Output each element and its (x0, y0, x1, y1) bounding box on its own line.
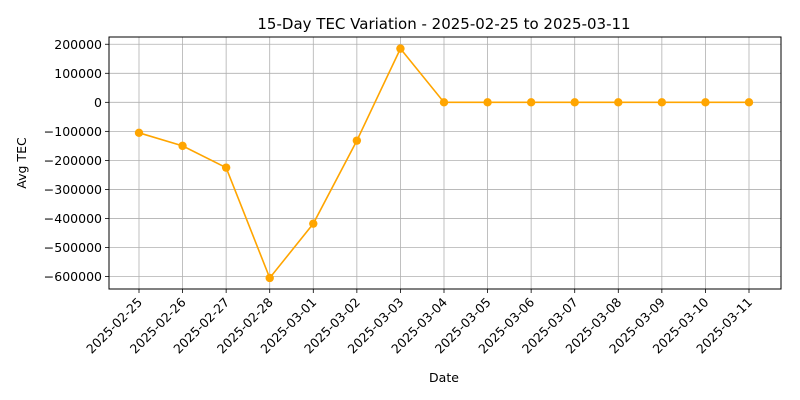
y-tick-label: −400000 (44, 211, 102, 226)
series-layer (134, 44, 754, 283)
data-point (526, 98, 536, 107)
data-point (178, 141, 187, 151)
data-point (570, 98, 579, 107)
data-point (134, 128, 144, 138)
data-point (309, 219, 318, 228)
data-point (396, 44, 405, 53)
y-tick-label: −600000 (44, 269, 102, 284)
data-point (614, 98, 623, 107)
data-point (439, 98, 449, 107)
y-tick-label: 100000 (54, 66, 102, 81)
grid-lines (109, 37, 781, 289)
y-tick-label: 200000 (54, 37, 102, 52)
y-tick-label: 0 (94, 95, 102, 110)
chart-title: 15-Day TEC Variation - 2025-02-25 to 202… (257, 15, 630, 33)
y-tick-label: −200000 (44, 153, 102, 168)
data-point (701, 98, 710, 107)
data-point (352, 136, 362, 145)
y-tick-label: −100000 (44, 124, 102, 139)
y-axis-label: Avg TEC (14, 137, 29, 189)
data-point (221, 163, 231, 172)
y-tick-label: −500000 (44, 240, 102, 255)
data-point (265, 273, 274, 283)
x-axis-label: Date (429, 370, 459, 385)
y-axis-ticks: −600000 −500000 −400000 −300000 −200000 −1000… (44, 37, 109, 284)
data-point (483, 98, 492, 107)
data-point (657, 98, 667, 107)
plot-frame (108, 36, 782, 290)
y-tick-label: −300000 (44, 182, 102, 197)
data-point (744, 98, 754, 107)
x-axis-ticks: 2025-02-252025-02-262025-02-272025-02-28… (83, 289, 755, 356)
